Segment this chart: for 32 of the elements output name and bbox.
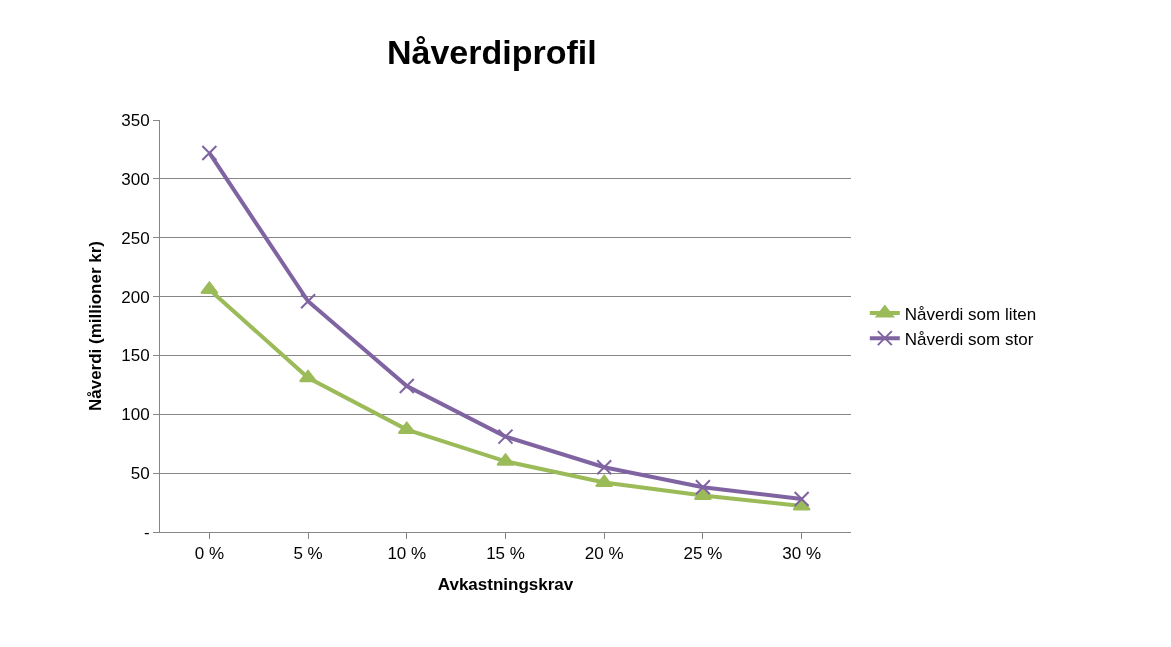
point — [595, 474, 614, 488]
point — [398, 378, 415, 395]
y-tick-label: 150 — [121, 346, 150, 366]
x-tick-label: 30 % — [782, 544, 822, 564]
point — [397, 421, 416, 435]
point — [201, 144, 218, 161]
x-tick-label: 5 % — [293, 544, 323, 564]
point — [793, 491, 810, 508]
x-axis-title: Avkastningskrav — [437, 574, 574, 594]
y-axis-title: Nåverdi (millioner kr) — [85, 240, 105, 412]
point — [596, 459, 613, 476]
x-tick-label: 25 % — [683, 544, 723, 564]
point — [300, 293, 317, 310]
x-tick-label: 20 % — [584, 544, 624, 564]
y-tick-label: - — [143, 522, 150, 542]
point — [497, 428, 514, 445]
x-tick-label: 0 % — [194, 544, 225, 564]
y-tick-label: 250 — [121, 228, 150, 248]
y-tick-label: 350 — [121, 110, 150, 130]
y-tick-label: 200 — [121, 287, 150, 307]
y-tick-label: 100 — [121, 405, 150, 425]
x-tick-label: 10 % — [387, 544, 427, 564]
y-tick-label: 50 — [130, 464, 150, 484]
point — [200, 281, 219, 295]
point — [298, 369, 318, 383]
legend-label: Nåverdi som liten — [904, 304, 1037, 324]
y-tick-label: 300 — [121, 169, 150, 189]
chart-title: Nåverdiprofil — [386, 32, 597, 71]
point — [693, 487, 713, 501]
point — [694, 479, 711, 496]
x-tick-label: 15 % — [486, 544, 525, 564]
legend-label: Nåverdi som stor — [904, 329, 1034, 349]
